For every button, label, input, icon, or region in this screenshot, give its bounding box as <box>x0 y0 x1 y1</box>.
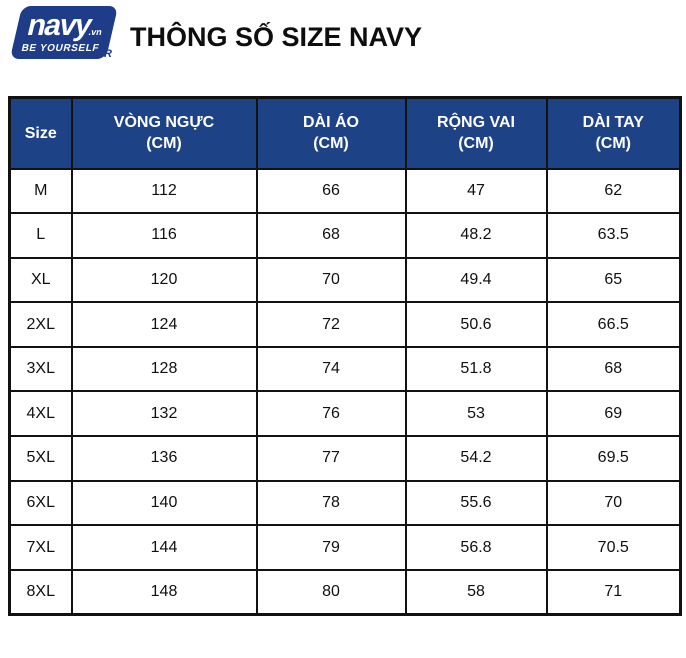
col-header-chest: VÒNG NGỰC (CM) <box>70 96 258 170</box>
measurement-cell: 70 <box>545 479 682 527</box>
measurement-cell: 78 <box>255 479 407 527</box>
logo-tld-text: .vn <box>87 27 103 37</box>
measurement-cell: 128 <box>70 345 258 393</box>
measurement-cell: 68 <box>545 345 682 393</box>
measurement-cell: 69 <box>545 390 682 438</box>
page-title: THÔNG SỐ SIZE NAVY <box>130 22 423 52</box>
size-label-cell: M <box>8 167 73 215</box>
table-header-row: Size VÒNG NGỰC (CM) DÀI ÁO (CM) RỘNG VAI… <box>8 96 682 170</box>
col-header-shoulder: RỘNG VAI (CM) <box>404 96 548 170</box>
measurement-cell: 56.8 <box>404 524 548 571</box>
table-row: 6XL 140 78 55.6 70 <box>8 479 682 527</box>
table-row: XL 120 70 49.4 65 <box>8 256 682 304</box>
logo-wordmark: navy.vn <box>24 9 106 42</box>
col-header-length: DÀI ÁO (CM) <box>255 96 407 170</box>
measurement-cell: 68 <box>255 212 407 259</box>
measurement-cell: 136 <box>70 435 258 482</box>
col-header-label: RỘNG VAI <box>437 114 515 132</box>
size-table-body: M 112 66 47 62 L 116 68 48.2 63.5 XL 120 70 49.4 65 2XL… <box>8 167 682 616</box>
measurement-cell: 140 <box>70 479 258 527</box>
col-header-label: DÀI ÁO <box>303 114 359 132</box>
size-label-cell: 4XL <box>8 390 73 438</box>
size-label-cell: 6XL <box>8 479 73 527</box>
measurement-cell: 80 <box>255 568 407 616</box>
size-label-cell: 5XL <box>8 435 73 482</box>
logo-tagline: BE YOURSELF <box>20 43 101 54</box>
measurement-cell: 77 <box>255 435 407 482</box>
col-header-unit: (CM) <box>458 135 494 153</box>
brand-header: navy.vn BE YOURSELF R THÔNG SỐ SIZE NAVY <box>0 0 686 90</box>
col-header-unit: (CM) <box>313 135 349 153</box>
size-label-cell: 7XL <box>8 524 73 571</box>
measurement-cell: 51.8 <box>404 345 548 393</box>
measurement-cell: 71 <box>545 568 682 616</box>
col-header-label: Size <box>24 124 57 142</box>
measurement-cell: 66 <box>255 167 407 215</box>
measurement-cell: 48.2 <box>404 212 548 259</box>
measurement-cell: 55.6 <box>404 479 548 527</box>
size-label-cell: XL <box>8 256 73 304</box>
size-table: Size VÒNG NGỰC (CM) DÀI ÁO (CM) RỘNG VAI… <box>8 96 682 616</box>
size-label-cell: 8XL <box>8 568 73 616</box>
logo-brand-text: navy <box>24 9 95 42</box>
measurement-cell: 79 <box>255 524 407 571</box>
measurement-cell: 144 <box>70 524 258 571</box>
registered-trademark-mark: R <box>104 48 112 60</box>
measurement-cell: 124 <box>70 301 258 348</box>
measurement-cell: 132 <box>70 390 258 438</box>
measurement-cell: 47 <box>404 167 548 215</box>
measurement-cell: 72 <box>255 301 407 348</box>
col-header-label: VÒNG NGỰC <box>113 114 215 132</box>
col-header-sleeve: DÀI TAY (CM) <box>545 96 682 170</box>
measurement-cell: 76 <box>255 390 407 438</box>
measurement-cell: 74 <box>255 345 407 393</box>
measurement-cell: 70.5 <box>545 524 682 571</box>
measurement-cell: 53 <box>404 390 548 438</box>
table-row: 7XL 144 79 56.8 70.5 <box>8 524 682 571</box>
table-row: 3XL 128 74 51.8 68 <box>8 345 682 393</box>
table-row: M 112 66 47 62 <box>8 167 682 215</box>
measurement-cell: 66.5 <box>545 301 682 348</box>
col-header-label: DÀI TAY <box>582 114 644 132</box>
col-header-size: Size <box>8 96 73 170</box>
size-label-cell: L <box>8 212 73 259</box>
size-label-cell: 2XL <box>8 301 73 348</box>
table-row: L 116 68 48.2 63.5 <box>8 212 682 259</box>
measurement-cell: 112 <box>70 167 258 215</box>
navy-logo: navy.vn BE YOURSELF <box>9 6 119 59</box>
measurement-cell: 58 <box>404 568 548 616</box>
measurement-cell: 49.4 <box>404 256 548 304</box>
measurement-cell: 116 <box>70 212 258 259</box>
table-row: 4XL 132 76 53 69 <box>8 390 682 438</box>
measurement-cell: 120 <box>70 256 258 304</box>
measurement-cell: 62 <box>545 167 682 215</box>
measurement-cell: 50.6 <box>404 301 548 348</box>
col-header-unit: (CM) <box>146 135 182 153</box>
size-label-cell: 3XL <box>8 345 73 393</box>
col-header-unit: (CM) <box>595 135 632 153</box>
table-row: 5XL 136 77 54.2 69.5 <box>8 435 682 482</box>
measurement-cell: 70 <box>255 256 407 304</box>
measurement-cell: 65 <box>545 256 682 304</box>
table-row: 8XL 148 80 58 71 <box>8 568 682 616</box>
measurement-cell: 69.5 <box>545 435 682 482</box>
measurement-cell: 148 <box>70 568 258 616</box>
measurement-cell: 63.5 <box>545 212 682 259</box>
measurement-cell: 54.2 <box>404 435 548 482</box>
table-row: 2XL 124 72 50.6 66.5 <box>8 301 682 348</box>
